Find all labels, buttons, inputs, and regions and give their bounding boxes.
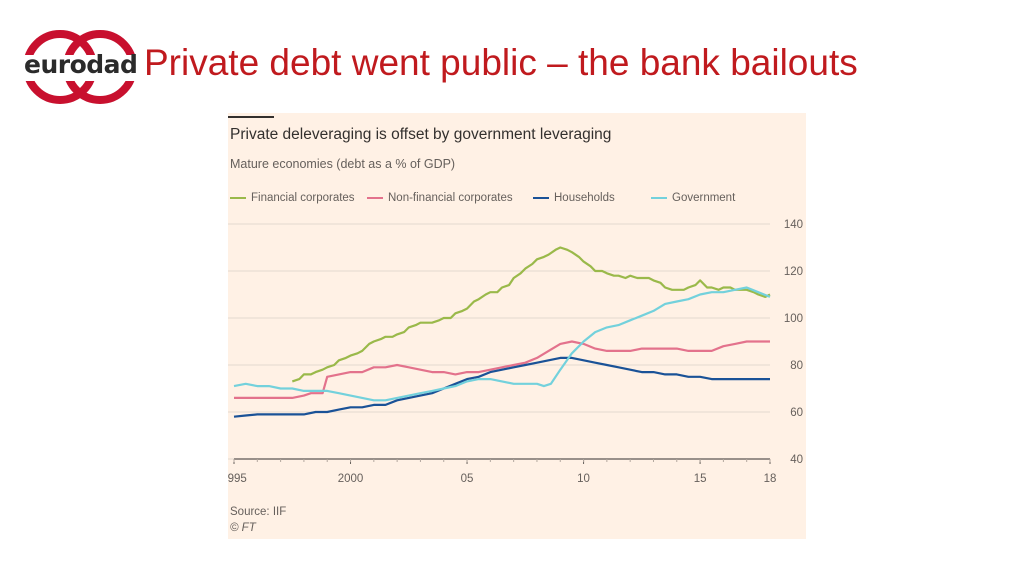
chart-subtitle: Mature economies (debt as a % of GDP) (230, 157, 456, 171)
x-tick-label-05: 05 (461, 473, 474, 485)
eurodad-logo (22, 30, 138, 104)
legend-item-financial: Financial corporates (230, 192, 367, 204)
x-tick-label-10: 10 (577, 473, 590, 485)
legend-item-government: Government (651, 192, 735, 204)
x-tick-label-2000: 2000 (338, 473, 364, 485)
logo-text: eurodad (24, 50, 138, 79)
chart-accent-bar (228, 116, 274, 118)
source-text: Source: IIF (230, 506, 287, 518)
legend-label-financial: Financial corporates (251, 192, 355, 204)
series-line-government (233, 286, 771, 402)
legend-swatch-financial (230, 196, 246, 200)
x-tick-label-15: 15 (694, 473, 707, 485)
legend-item-nonfinancial: Non-financial corporates (367, 192, 533, 204)
chart-legend: Financial corporates Non-financial corpo… (230, 192, 735, 204)
chart-source: Source: IIF © FT (230, 504, 286, 536)
y-tick-label-80: 80 (790, 360, 803, 372)
series-line-households (233, 356, 770, 418)
chart-title: Private deleveraging is offset by govern… (230, 126, 612, 143)
slide-title: Private debt went public – the bank bail… (144, 42, 858, 83)
y-tick-label-120: 120 (784, 266, 803, 278)
y-tick-label-60: 60 (790, 407, 803, 419)
legend-swatch-households (533, 196, 549, 200)
legend-swatch-nonfinancial (367, 196, 383, 200)
legend-label-households: Households (554, 192, 615, 204)
x-tick-label-18: 18 (764, 473, 777, 485)
x-tick-label-1995: 1995 (228, 473, 247, 485)
legend-item-households: Households (533, 192, 651, 204)
legend-label-nonfinancial: Non-financial corporates (388, 192, 513, 204)
y-tick-label-100: 100 (784, 313, 803, 325)
series-line-financial-corporates (291, 246, 771, 383)
chart-plot: 40 60 80 100 120 140 1995 2000 05 10 15 18 (228, 219, 803, 485)
credit-text: © FT (230, 522, 256, 534)
y-tick-label-140: 140 (784, 219, 803, 231)
chart-panel (228, 113, 806, 539)
series-line-non-financial-corporates (234, 340, 770, 399)
legend-label-government: Government (672, 192, 736, 204)
legend-swatch-government (651, 196, 667, 200)
y-tick-label-40: 40 (790, 454, 803, 466)
